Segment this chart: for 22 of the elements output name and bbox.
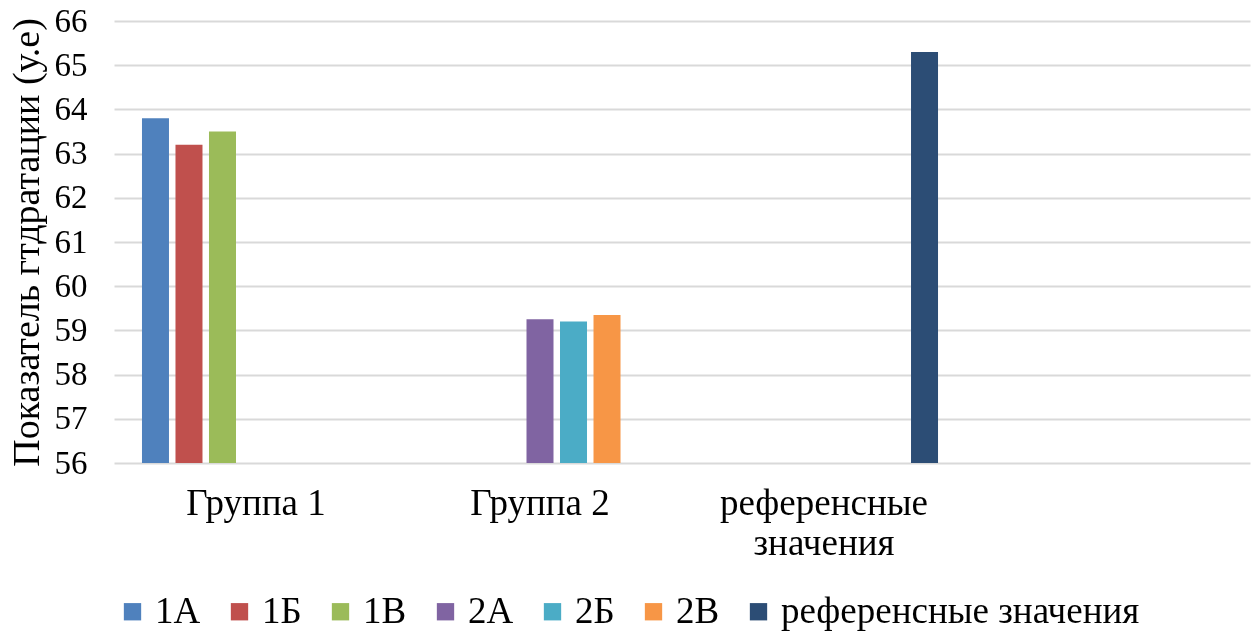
y-tick-label: 56 — [54, 444, 88, 481]
x-tick-label: Группа 2 — [470, 481, 610, 523]
legend-label: 2В — [676, 589, 720, 631]
legend-label: 2А — [468, 589, 514, 631]
legend-label: 1Б — [262, 589, 302, 631]
y-tick-label: 58 — [54, 356, 88, 393]
y-tick-label: 64 — [54, 90, 88, 127]
y-tick-label: 60 — [54, 267, 88, 304]
y-axis-title: Показатель гтдратации (у.е) — [4, 18, 48, 467]
legend-label: 1В — [363, 589, 407, 631]
y-tick-label: 66 — [54, 2, 88, 39]
y-tick-label: 63 — [54, 135, 88, 172]
x-tick-label: Группа 1 — [186, 481, 326, 523]
y-tick-label: 59 — [54, 311, 88, 348]
y-tick-label: 61 — [54, 223, 88, 260]
legend-label: 2Б — [575, 589, 615, 631]
legend-label: референсные значения — [781, 589, 1140, 631]
x-tick-label: референсные значения — [720, 481, 928, 563]
y-tick-label: 65 — [54, 46, 88, 83]
legend-label: 1А — [155, 589, 201, 631]
y-tick-label: 57 — [54, 400, 88, 437]
y-tick-label: 62 — [54, 179, 88, 216]
